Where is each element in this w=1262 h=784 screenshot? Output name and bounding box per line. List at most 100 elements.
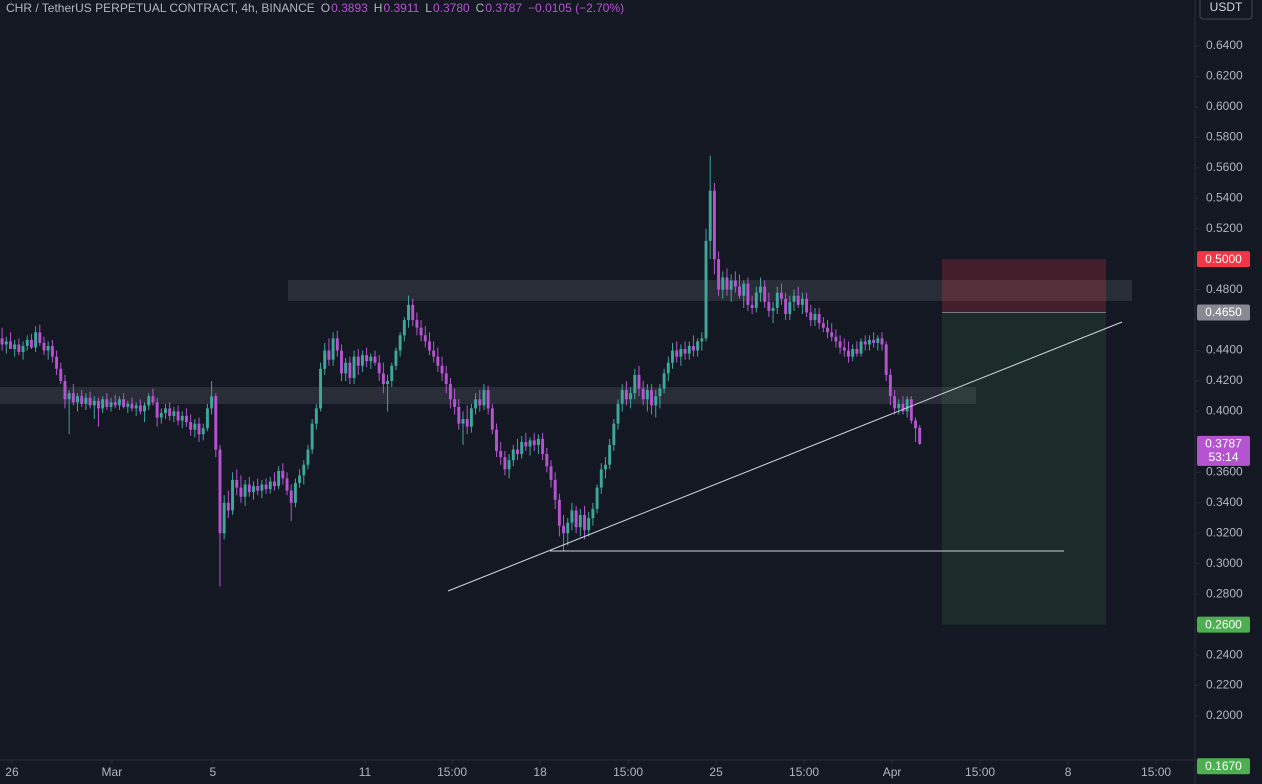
candle-body bbox=[168, 408, 172, 417]
candle-body bbox=[226, 502, 230, 511]
candle-body bbox=[130, 403, 134, 409]
candle-body bbox=[608, 444, 612, 465]
candle-body bbox=[583, 514, 586, 531]
symbol-title: CHR / TetherUS PERPETUAL CONTRACT, 4h, B… bbox=[6, 1, 315, 15]
candle-body bbox=[495, 429, 498, 452]
candle-body bbox=[687, 345, 691, 354]
candle-body bbox=[842, 347, 846, 351]
candle-body bbox=[482, 390, 486, 406]
candle-body bbox=[122, 399, 126, 407]
candle-body bbox=[390, 365, 394, 381]
y-tick-label: 0.3000 bbox=[1206, 556, 1243, 570]
candle-body bbox=[17, 344, 21, 353]
candle-body bbox=[629, 393, 633, 400]
candle-body bbox=[738, 286, 742, 296]
candle-body bbox=[516, 449, 519, 455]
candle-body bbox=[616, 403, 620, 424]
candle-body bbox=[281, 470, 285, 479]
candle-body bbox=[528, 440, 532, 447]
candle-body bbox=[914, 420, 917, 429]
y-tick-label: 0.6400 bbox=[1206, 38, 1243, 52]
candle-body bbox=[905, 399, 909, 412]
candle-body bbox=[302, 464, 306, 476]
candle-body bbox=[574, 510, 578, 528]
candle-body bbox=[800, 298, 804, 305]
y-tick-label: 0.4000 bbox=[1206, 404, 1243, 418]
candle-body bbox=[398, 335, 402, 351]
candle-body bbox=[549, 466, 553, 480]
candle-body bbox=[750, 304, 754, 308]
candle-body bbox=[298, 475, 302, 484]
candle-body bbox=[683, 349, 687, 354]
y-tick-label: 0.3200 bbox=[1206, 525, 1243, 539]
candle-body bbox=[386, 380, 390, 385]
change: −0.0105 (−2.70%) bbox=[528, 1, 625, 15]
candle-body bbox=[277, 470, 281, 487]
candle-body bbox=[524, 441, 528, 447]
candle-body bbox=[235, 479, 239, 488]
position-tool bbox=[942, 259, 1106, 625]
candle-body bbox=[612, 423, 616, 445]
target-price-label-box bbox=[1197, 616, 1250, 633]
ohlc-pair: L 0.3780 bbox=[425, 1, 469, 15]
candle-body bbox=[419, 327, 423, 336]
trend-line bbox=[447, 321, 1123, 592]
candle-body bbox=[859, 341, 863, 354]
candle-body bbox=[729, 280, 733, 290]
candle-body bbox=[469, 408, 473, 427]
candle-body bbox=[252, 486, 255, 493]
candle-body bbox=[704, 240, 708, 339]
candle-body bbox=[369, 356, 373, 362]
candle-body bbox=[13, 344, 17, 350]
candle-body bbox=[272, 481, 276, 487]
candle-body bbox=[159, 412, 163, 418]
candle-body bbox=[46, 345, 50, 351]
candle-body bbox=[499, 451, 503, 458]
candle-body bbox=[545, 454, 549, 467]
x-tick-label: 15:00 bbox=[613, 765, 643, 779]
ohlc-value: 0.3780 bbox=[432, 1, 470, 15]
currency-label: USDT bbox=[1210, 0, 1243, 14]
candles bbox=[0, 155, 922, 587]
candle-body bbox=[402, 320, 406, 336]
y-tick-label: 0.5200 bbox=[1206, 221, 1243, 235]
x-tick-label: 26 bbox=[5, 765, 19, 779]
y-tick-label: 0.4200 bbox=[1206, 373, 1243, 387]
candle-body bbox=[38, 332, 42, 343]
candle-body bbox=[201, 428, 205, 435]
candle-body bbox=[553, 479, 557, 500]
x-tick-label: 15:00 bbox=[437, 765, 467, 779]
currency-button[interactable] bbox=[1199, 0, 1253, 20]
candle-body bbox=[821, 323, 825, 328]
candle-body bbox=[654, 396, 658, 406]
candle-body bbox=[411, 304, 415, 321]
y-tick-label: 0.3600 bbox=[1206, 465, 1243, 479]
candle-body bbox=[637, 374, 641, 389]
candle-body bbox=[381, 373, 385, 385]
resistance-zone bbox=[288, 280, 1132, 301]
candle-body bbox=[855, 349, 859, 354]
y-tick-label: 0.2200 bbox=[1206, 678, 1243, 692]
ohlc-value: 0.3893 bbox=[331, 1, 368, 15]
x-tick-label: 11 bbox=[359, 765, 372, 779]
candle-body bbox=[784, 298, 788, 314]
candle-body bbox=[662, 373, 666, 389]
candle-body bbox=[918, 427, 922, 444]
candle-body bbox=[490, 408, 494, 430]
candle-body bbox=[29, 339, 33, 348]
y-tick-label: 0.5600 bbox=[1206, 160, 1243, 174]
drawings-under bbox=[0, 280, 1132, 404]
candle-body bbox=[557, 499, 561, 526]
candle-body bbox=[260, 484, 264, 491]
candle-body bbox=[360, 355, 364, 366]
candle-body bbox=[507, 460, 511, 470]
candle-body bbox=[884, 344, 888, 375]
candle-body bbox=[42, 342, 46, 351]
countdown-text: 53:14 bbox=[1208, 450, 1238, 464]
candle-body bbox=[176, 411, 180, 421]
candle-body bbox=[55, 356, 59, 369]
candle-body bbox=[754, 292, 758, 308]
candle-body bbox=[365, 355, 369, 362]
candle-body bbox=[474, 399, 478, 409]
